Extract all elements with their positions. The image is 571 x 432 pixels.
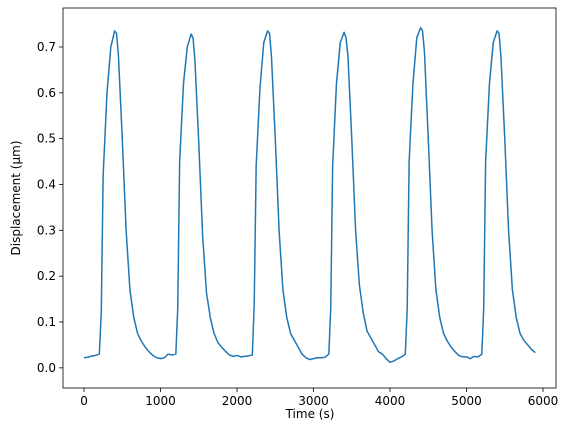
y-tick-label: 0.7 bbox=[37, 40, 56, 54]
x-axis-label: Time (s) bbox=[285, 407, 335, 421]
x-tick-label: 0 bbox=[80, 394, 88, 408]
y-tick-label: 0.2 bbox=[37, 269, 56, 283]
x-tick-label: 4000 bbox=[375, 394, 406, 408]
data-line bbox=[83, 26, 536, 364]
x-tick-label: 1000 bbox=[145, 394, 176, 408]
axes-frame bbox=[62, 7, 557, 389]
y-tick-label: 0.3 bbox=[37, 223, 56, 237]
y-tick-label: 0.5 bbox=[37, 132, 56, 146]
y-axis-label: Displacement (μm) bbox=[9, 141, 23, 256]
x-tick-label: 5000 bbox=[451, 394, 482, 408]
y-tick-label: 0.1 bbox=[37, 315, 56, 329]
x-tick-label: 6000 bbox=[528, 394, 559, 408]
x-tick-label: 2000 bbox=[222, 394, 253, 408]
y-tick-label: 0.0 bbox=[37, 361, 56, 375]
x-tick-label: 3000 bbox=[298, 394, 329, 408]
y-tick-label: 0.4 bbox=[37, 177, 56, 191]
y-tick-label: 0.6 bbox=[37, 86, 56, 100]
